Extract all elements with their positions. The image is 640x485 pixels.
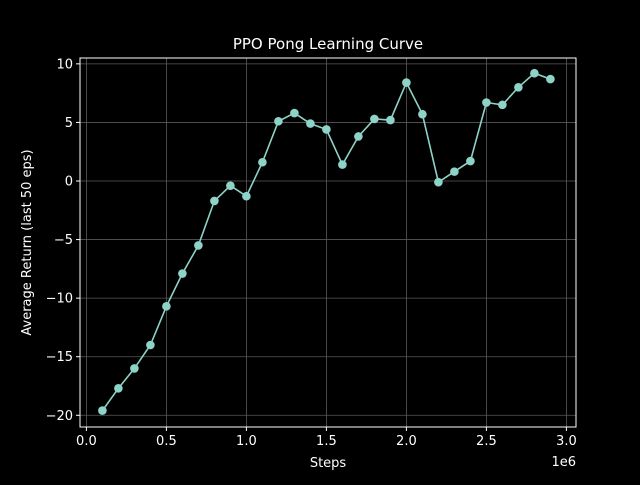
- y-tick-label: −10: [46, 292, 73, 307]
- chart-title: PPO Pong Learning Curve: [233, 35, 423, 53]
- data-point: [402, 78, 411, 87]
- data-point: [514, 82, 523, 92]
- y-tick-label: 10: [56, 57, 73, 72]
- axes-frame: [79, 57, 577, 428]
- x-tick-label: 1.5: [316, 434, 337, 449]
- data-point: [178, 269, 187, 278]
- data-point: [226, 181, 235, 190]
- data-point: [306, 119, 315, 128]
- data-point: [418, 109, 427, 119]
- data-point: [530, 68, 539, 78]
- data-point: [194, 241, 203, 250]
- data-point: [114, 384, 123, 393]
- x-tick-label: 2.0: [396, 434, 417, 449]
- data-point: [370, 114, 379, 124]
- data-point: [274, 116, 283, 126]
- data-point: [434, 177, 443, 187]
- y-tick-label: −20: [46, 409, 73, 424]
- data-point: [386, 115, 395, 125]
- data-point: [98, 406, 107, 415]
- series-layer: [98, 68, 555, 415]
- x-tick-label: 1.0: [236, 434, 257, 449]
- data-point: [146, 340, 155, 350]
- data-point: [546, 74, 555, 84]
- data-point: [482, 98, 491, 107]
- y-axis-label: Average Return (last 50 eps): [20, 149, 35, 335]
- data-point: [162, 302, 171, 311]
- x-tick-label: 3.0: [556, 434, 577, 449]
- data-point: [210, 196, 219, 206]
- grid-layer: [80, 58, 576, 427]
- data-point: [242, 191, 251, 201]
- data-point: [354, 132, 363, 141]
- x-axis-label: Steps: [310, 456, 347, 471]
- y-tick-label: −15: [46, 350, 73, 365]
- axes-layer: [79, 57, 577, 428]
- ticks-layer: 0.0 0.5 1.0 1.5 2.0 2.5 3.0 −20 −15 −10 −5 0 5 10: [46, 57, 577, 449]
- data-point: [466, 156, 475, 166]
- x-axis-offset-label: 1e6: [551, 455, 576, 470]
- x-tick-label: 0.5: [156, 434, 177, 449]
- x-tick-label: 0.0: [76, 434, 97, 449]
- y-tick-label: −5: [54, 233, 73, 248]
- data-point: [338, 160, 347, 169]
- data-point: [290, 108, 299, 118]
- y-tick-label: 0: [65, 175, 73, 190]
- data-point: [258, 157, 267, 167]
- data-point: [322, 125, 331, 134]
- data-point: [450, 167, 459, 176]
- data-point: [498, 100, 507, 110]
- data-point: [130, 364, 139, 373]
- y-tick-label: 5: [65, 116, 73, 131]
- x-tick-label: 2.5: [476, 434, 497, 449]
